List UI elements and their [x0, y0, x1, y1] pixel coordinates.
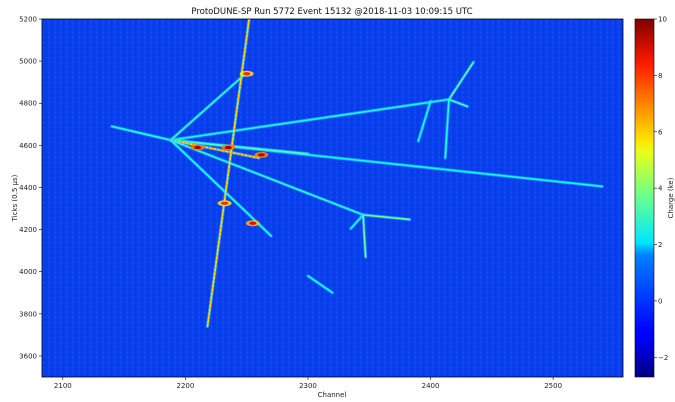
- y-tick-label: 5000: [19, 58, 37, 66]
- y-tick-label: 3600: [19, 352, 37, 360]
- y-axis: 3600 3800 4000 4200 4400 4600 4800 5000 5200: [19, 16, 42, 360]
- track: [448, 61, 475, 101]
- colorbar-tick-label: 8: [658, 72, 662, 80]
- track: [444, 98, 450, 159]
- colorbar-tick-label: 6: [658, 128, 663, 136]
- y-tick-label: 3800: [19, 310, 37, 318]
- track-core: [170, 139, 260, 159]
- colorbar-tick-label: 10: [658, 16, 667, 24]
- y-tick-label: 5200: [19, 16, 37, 24]
- track: [169, 98, 450, 141]
- track: [307, 275, 334, 294]
- track: [350, 214, 364, 230]
- colorbar-tick-label: 2: [658, 241, 662, 249]
- x-tick-label: 2100: [54, 382, 72, 390]
- y-tick-label: 4600: [19, 142, 37, 150]
- x-tick-label: 2500: [544, 382, 562, 390]
- x-tick-label: 2300: [299, 382, 317, 390]
- track: [169, 139, 364, 216]
- track: [362, 214, 367, 258]
- track: [111, 125, 172, 141]
- y-tick-label: 4000: [19, 268, 37, 276]
- y-tick-label: 4800: [19, 100, 37, 108]
- track: [448, 98, 469, 108]
- colorbar-label: Charge (ke): [667, 177, 675, 218]
- chart-title: ProtoDUNE-SP Run 5772 Event 15132 @2018-…: [191, 7, 472, 17]
- track: [169, 71, 248, 141]
- x-axis: 2100 2200 2300 2400 2500: [54, 377, 562, 390]
- track: [169, 139, 309, 155]
- y-tick-label: 4200: [19, 226, 37, 234]
- track: [362, 214, 411, 221]
- y-axis-label: Ticks (0.5 μs): [11, 174, 19, 222]
- colorbar-tick-label: 4: [658, 185, 663, 193]
- hotspot: [243, 72, 251, 76]
- plot-background: [42, 19, 623, 377]
- hotspot-layer: [190, 70, 269, 227]
- hotspot: [194, 145, 202, 150]
- x-tick-label: 2200: [176, 382, 194, 390]
- colorbar-tick-label: −2: [658, 354, 668, 362]
- hotspot: [224, 145, 232, 150]
- track: [206, 19, 250, 328]
- track: [417, 100, 432, 142]
- plot-frame: [41, 18, 624, 378]
- colorbar-axis: −2 0 2 4 6 8 10: [654, 16, 668, 362]
- hotspot: [249, 221, 257, 225]
- hotspot: [221, 201, 229, 205]
- y-tick-label: 4400: [19, 184, 37, 192]
- x-tick-label: 2400: [422, 382, 440, 390]
- colorbar: [634, 18, 655, 378]
- track-layer: [110, 19, 604, 329]
- x-axis-label: Channel: [318, 391, 347, 399]
- colorbar-tick-label: 0: [658, 297, 662, 305]
- hotspot: [257, 153, 265, 157]
- track: [169, 139, 272, 237]
